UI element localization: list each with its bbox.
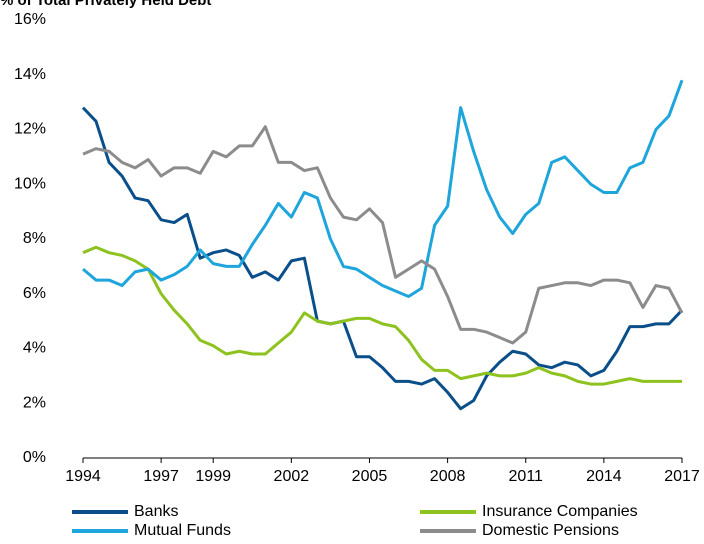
x-tick-label: 2017 — [664, 468, 700, 485]
legend-label: Insurance Companies — [482, 503, 638, 520]
chart-title: % of Total Privately Held Debt — [0, 0, 211, 9]
legend-label: Domestic Pensions — [482, 522, 619, 539]
x-tick-label: 1999 — [195, 468, 231, 485]
legend-label: Mutual Funds — [134, 522, 231, 539]
y-tick-label: 4% — [23, 340, 46, 357]
y-tick-label: 16% — [14, 11, 46, 28]
series-line — [82, 245, 682, 386]
y-tick-label: 8% — [23, 230, 46, 247]
x-tick-label: 2005 — [352, 468, 388, 485]
x-tick-label: 1994 — [65, 468, 101, 485]
y-tick-label: 12% — [14, 121, 46, 138]
series-line — [81, 106, 684, 411]
y-tick-label: 14% — [14, 66, 46, 83]
series-line — [82, 125, 684, 345]
x-tick-label: 1997 — [143, 468, 179, 485]
series-line — [82, 79, 684, 298]
y-tick-label: 10% — [14, 175, 46, 192]
x-tick-label: 2011 — [509, 468, 544, 485]
y-tick-label: 0% — [23, 449, 46, 466]
y-tick-label: 2% — [23, 394, 46, 411]
x-tick-label: 2014 — [586, 468, 622, 485]
y-tick-label: 6% — [23, 285, 46, 302]
x-tick-label: 2008 — [430, 468, 466, 485]
x-tick-label: 2002 — [274, 468, 310, 485]
legend-label: Banks — [134, 503, 178, 520]
